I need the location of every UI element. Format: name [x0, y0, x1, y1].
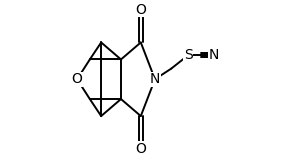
Text: O: O	[135, 3, 146, 17]
Text: O: O	[72, 72, 83, 86]
Text: N: N	[150, 72, 160, 86]
Text: O: O	[135, 142, 146, 156]
Text: S: S	[184, 48, 193, 62]
Text: N: N	[209, 48, 219, 62]
